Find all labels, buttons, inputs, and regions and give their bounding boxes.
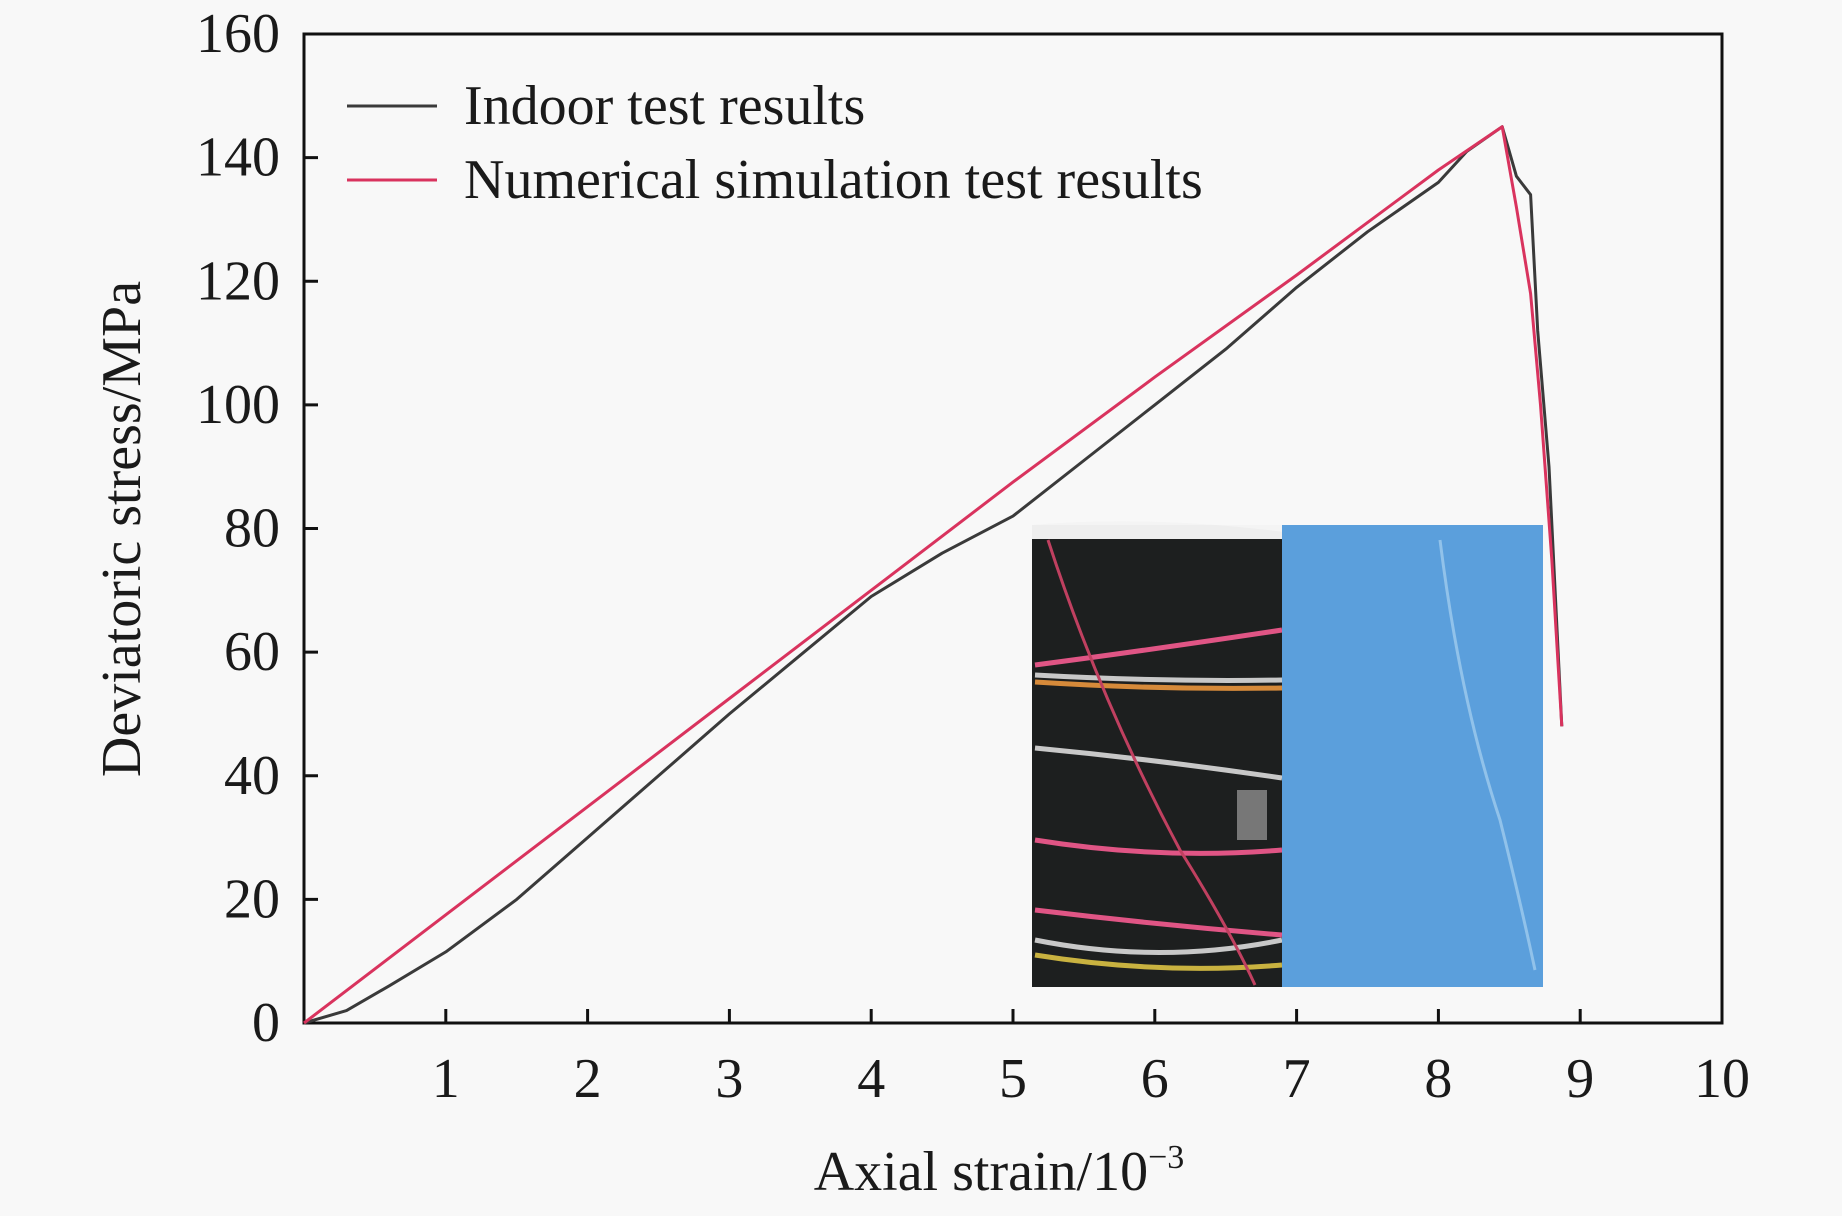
y-tick-label: 120: [196, 250, 280, 312]
x-axis-label-text: Axial strain/10: [814, 1141, 1148, 1203]
series-group: [303, 125, 1564, 1025]
legend-label-numerical: Numerical simulation test results: [464, 149, 1203, 211]
x-axis-label: Axial strain/10−3: [814, 1139, 1185, 1203]
x-tick-label: 9: [1566, 1048, 1594, 1110]
x-tick-label: 3: [715, 1048, 743, 1110]
y-axis-label: Deviatoric stress/MPa: [91, 281, 153, 777]
y-tick-label: 60: [224, 621, 280, 683]
y-tick-label: 80: [224, 498, 280, 560]
x-tick-label: 5: [999, 1048, 1027, 1110]
x-tick-label: 8: [1424, 1048, 1452, 1110]
series-line-indoor: [303, 125, 1564, 1025]
series-line-numerical: [303, 125, 1564, 1025]
y-tick-label: 140: [196, 127, 280, 189]
y-tick-label: 40: [224, 745, 280, 807]
legend: Indoor test results Numerical simulation…: [347, 75, 1203, 211]
y-tick-label: 20: [224, 868, 280, 930]
x-tick-label: 1: [432, 1048, 460, 1110]
x-tick-label: 2: [574, 1048, 602, 1110]
x-tick-label: 6: [1141, 1048, 1169, 1110]
y-tick-label: 0: [252, 992, 280, 1054]
legend-label-indoor: Indoor test results: [464, 75, 865, 137]
x-axis-label-exponent: −3: [1148, 1139, 1184, 1176]
y-tick-label: 160: [196, 3, 280, 65]
y-tick-label: 100: [196, 374, 280, 436]
x-tick-label: 10: [1694, 1048, 1750, 1110]
x-tick-label: 7: [1283, 1048, 1311, 1110]
x-tick-label: 4: [857, 1048, 885, 1110]
inset-specimen-photo: [1032, 521, 1543, 987]
